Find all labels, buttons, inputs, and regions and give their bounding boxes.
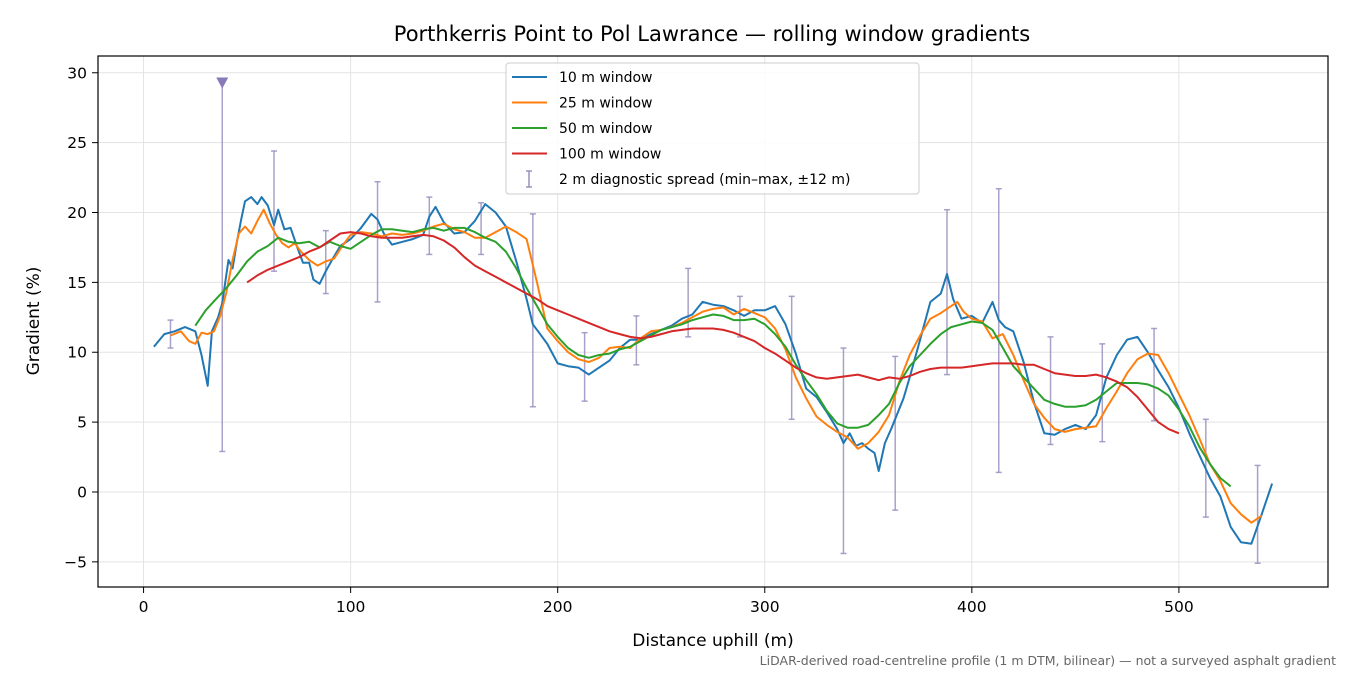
series-line-3: [246, 231, 1180, 435]
series-lines: [153, 196, 1274, 545]
y-tick-label: 0: [77, 483, 87, 501]
legend: 10 m window 25 m window 50 m window 100 m w…: [505, 62, 920, 195]
legend-item: 50 m window: [512, 121, 652, 137]
x-tick-label: 500: [1164, 598, 1194, 616]
legend-label: 2 m diagnostic spread (min–max, ±12 m): [559, 172, 850, 188]
y-tick-label: 15: [67, 274, 87, 292]
y-tick-label: −5: [64, 553, 87, 571]
errorbar: [685, 267, 692, 338]
x-tick-label: 0: [139, 598, 149, 616]
footnote: LiDAR-derived road-centreline profile (1…: [760, 653, 1336, 668]
errorbar: [219, 81, 226, 453]
series-line-2: [194, 226, 1232, 488]
errorbar: [736, 295, 743, 338]
errorbar: [271, 150, 278, 272]
errorbar: [1254, 464, 1261, 564]
legend-item: 2 m diagnostic spread (min–max, ±12 m): [526, 170, 850, 188]
x-tick-label: 100: [336, 598, 366, 616]
y-tick-label: 25: [67, 134, 87, 152]
errorbar: [529, 213, 536, 408]
legend-label: 10 m window: [559, 70, 652, 86]
y-tick-label: 30: [67, 64, 87, 82]
errorbar: [581, 331, 588, 402]
y-tick-label: 5: [77, 414, 87, 432]
errorbar: [1047, 336, 1054, 446]
series-line-0: [153, 196, 1274, 545]
errorbar: [995, 188, 1002, 474]
errorbar: [840, 347, 847, 555]
y-tick-label: 10: [67, 344, 87, 362]
legend-box: [505, 62, 920, 195]
x-tick-label: 300: [750, 598, 780, 616]
legend-item: 10 m window: [512, 70, 652, 86]
errorbar: [943, 208, 950, 376]
errorbar: [374, 181, 381, 303]
spread-max-marker: [216, 77, 229, 89]
errorbar: [167, 319, 174, 349]
legend-label: 50 m window: [559, 121, 652, 137]
y-axis-label: Gradient (%): [24, 267, 44, 376]
x-tick-label: 400: [957, 598, 987, 616]
legend-label: 100 m window: [559, 147, 661, 163]
series-line-1: [170, 208, 1263, 524]
legend-item: 25 m window: [512, 96, 652, 112]
legend-label: 25 m window: [559, 96, 652, 112]
x-tick-label: 200: [543, 598, 573, 616]
errorbar: [892, 355, 899, 511]
plot-area: [97, 55, 1329, 588]
legend-item: 100 m window: [512, 147, 661, 163]
x-axis-label: Distance uphill (m): [632, 631, 793, 651]
y-tick-label: 20: [67, 204, 87, 222]
axis-ticks: 0 100 200 300 400 500 −5 0 5 10 15 20 25 30: [64, 64, 1194, 616]
chart-title: Porthkerris Point to Pol Lawrance — roll…: [394, 22, 1030, 46]
errorbar: [1151, 327, 1158, 422]
errorbar: [426, 196, 433, 256]
